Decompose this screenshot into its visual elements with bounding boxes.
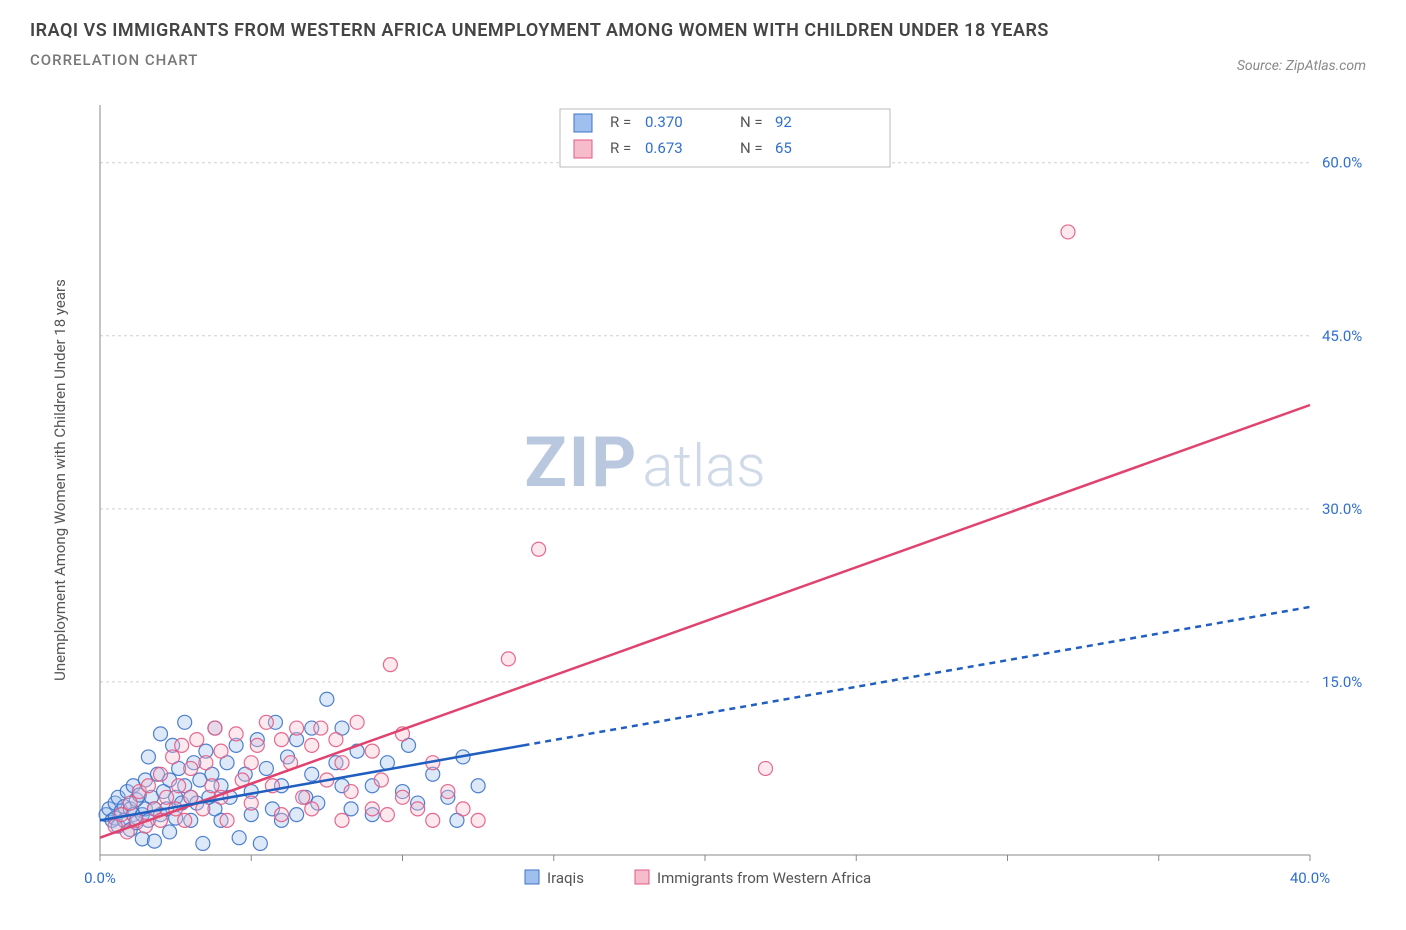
legend-swatch xyxy=(574,140,592,158)
data-point xyxy=(305,802,319,816)
svg-text:Unemployment Among Women with: Unemployment Among Women with Children U… xyxy=(51,279,69,681)
data-point xyxy=(160,790,174,804)
svg-text:40.0%: 40.0% xyxy=(1290,869,1330,887)
data-point xyxy=(172,779,186,793)
svg-text:92: 92 xyxy=(775,113,792,131)
data-point xyxy=(305,738,319,752)
data-point xyxy=(396,790,410,804)
data-point xyxy=(456,802,470,816)
data-point xyxy=(350,715,364,729)
data-point xyxy=(320,692,334,706)
data-point xyxy=(244,796,258,810)
data-point xyxy=(229,727,243,741)
data-point xyxy=(335,756,349,770)
data-point xyxy=(190,733,204,747)
source-link[interactable]: ZipAtlas.com xyxy=(1286,58,1366,74)
legend-label: Iraqis xyxy=(547,869,584,887)
data-point xyxy=(250,738,264,752)
source-prefix: Source: xyxy=(1237,58,1286,74)
data-point xyxy=(344,785,358,799)
data-point xyxy=(178,715,192,729)
data-point xyxy=(253,836,267,850)
data-point xyxy=(290,721,304,735)
data-point xyxy=(380,808,394,822)
data-point xyxy=(244,756,258,770)
data-point xyxy=(199,756,213,770)
data-point xyxy=(441,785,455,799)
data-point xyxy=(275,808,289,822)
data-point xyxy=(296,790,310,804)
data-point xyxy=(411,802,425,816)
data-point xyxy=(154,727,168,741)
data-point xyxy=(259,715,273,729)
data-point xyxy=(471,779,485,793)
svg-text:0.370: 0.370 xyxy=(645,113,683,131)
data-point xyxy=(259,761,273,775)
source-attribution: Source: ZipAtlas.com xyxy=(1237,58,1366,74)
data-point xyxy=(123,796,137,810)
data-point xyxy=(471,813,485,827)
data-point xyxy=(154,767,168,781)
data-point xyxy=(532,542,546,556)
data-point xyxy=(305,767,319,781)
legend-swatch xyxy=(574,114,592,132)
data-point xyxy=(175,738,189,752)
legend-label: Immigrants from Western Africa xyxy=(657,869,871,887)
data-point xyxy=(220,813,234,827)
data-point xyxy=(344,802,358,816)
data-point xyxy=(314,721,328,735)
chart-title-line1: IRAQI VS IMMIGRANTS FROM WESTERN AFRICA … xyxy=(30,20,1376,41)
svg-text:ZIPatlas: ZIPatlas xyxy=(524,422,765,504)
legend-swatch xyxy=(635,870,649,884)
data-point xyxy=(501,652,515,666)
svg-text:N =: N = xyxy=(740,139,763,157)
data-point xyxy=(426,813,440,827)
data-point xyxy=(383,658,397,672)
data-point xyxy=(178,813,192,827)
chart-title-line2: CORRELATION CHART xyxy=(30,51,1376,69)
data-point xyxy=(205,779,219,793)
data-point xyxy=(163,825,177,839)
data-point xyxy=(141,750,155,764)
svg-text:15.0%: 15.0% xyxy=(1322,673,1362,691)
trend-line-iraqis-dashed xyxy=(524,607,1311,745)
data-point xyxy=(196,836,210,850)
correlation-scatter-chart: ZIPatlas 0.0% 40.0% 15.0% 30.0% 45.0% 60.0% Une… xyxy=(30,95,1376,910)
svg-text:N =: N = xyxy=(740,113,763,131)
data-point xyxy=(232,831,246,845)
data-point xyxy=(275,733,289,747)
svg-text:0.0%: 0.0% xyxy=(84,869,116,887)
data-point xyxy=(335,813,349,827)
data-point xyxy=(214,744,228,758)
data-point xyxy=(1061,225,1075,239)
data-point xyxy=(329,733,343,747)
svg-text:R =: R = xyxy=(610,113,631,131)
data-point xyxy=(374,773,388,787)
data-point xyxy=(147,834,161,848)
data-point xyxy=(141,779,155,793)
data-point xyxy=(290,808,304,822)
svg-text:45.0%: 45.0% xyxy=(1322,327,1362,345)
data-point xyxy=(184,761,198,775)
svg-text:0.673: 0.673 xyxy=(645,139,683,157)
svg-text:30.0%: 30.0% xyxy=(1322,500,1362,518)
data-point xyxy=(759,761,773,775)
data-point xyxy=(365,744,379,758)
svg-text:60.0%: 60.0% xyxy=(1322,154,1362,172)
data-point xyxy=(208,721,222,735)
legend-swatch xyxy=(525,870,539,884)
svg-text:R =: R = xyxy=(610,139,631,157)
data-point xyxy=(166,750,180,764)
svg-text:65: 65 xyxy=(775,139,792,157)
data-point xyxy=(365,802,379,816)
